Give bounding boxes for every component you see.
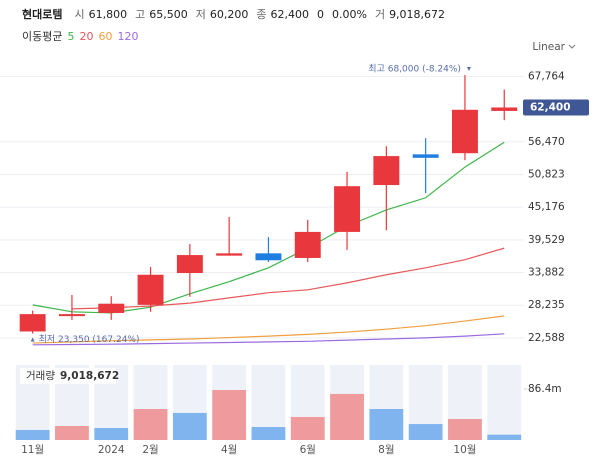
legend-entry: 60 <box>98 29 113 43</box>
x-tick-label: 11월 <box>21 444 44 456</box>
volume-bar <box>94 428 129 440</box>
volume-bar <box>251 427 286 440</box>
dropdown-icon <box>568 44 576 49</box>
candle-body <box>19 314 46 332</box>
y-tick-label: 22,588 <box>528 332 565 344</box>
x-tick-label: 2월 <box>142 444 158 456</box>
stock-name: 현대로템 <box>22 8 63 21</box>
volume-tick-label: 86.4m <box>528 383 562 395</box>
quote-value: 60,200 <box>209 7 249 21</box>
candle-body <box>373 156 400 186</box>
volume-title-bg <box>20 368 116 384</box>
quote-key: 시 <box>74 8 85 21</box>
quote-key: 고 <box>135 8 146 21</box>
volume-bar <box>290 416 325 440</box>
legend-entry: 20 <box>79 29 94 43</box>
ma-line <box>32 333 505 346</box>
scale-mode[interactable]: Linear <box>532 41 565 53</box>
candle-body <box>58 314 85 317</box>
legend-entry: 120 <box>117 29 139 43</box>
x-tick-label: 2024 <box>98 444 125 456</box>
price-tag-label: 62,400 <box>530 101 571 113</box>
volume-total: 9,018,672 <box>60 370 119 382</box>
volume-bar <box>133 408 168 440</box>
x-tick-label: 10월 <box>453 444 476 456</box>
candle-body <box>216 253 243 256</box>
ma-legend: 이동평균 5 20 60 120 <box>22 28 138 44</box>
candle-body <box>412 154 439 158</box>
volume-bar <box>408 424 443 440</box>
x-tick-label: 6월 <box>300 444 316 456</box>
candle-body <box>451 109 478 154</box>
y-tick-label: 50,823 <box>528 168 565 180</box>
x-tick-label: 4월 <box>221 444 237 456</box>
quote-value: 61,800 <box>88 7 128 21</box>
volume-bar <box>330 393 364 440</box>
change: 0 <box>316 7 324 21</box>
candle-body <box>334 186 361 232</box>
volume-bar <box>172 412 207 440</box>
ma-line <box>71 247 505 310</box>
y-tick-label: 56,470 <box>528 136 565 148</box>
volume-bar <box>55 426 89 440</box>
quote-value: 62,400 <box>270 7 309 21</box>
quote-key: 저 <box>195 8 206 21</box>
y-tick-label: 28,235 <box>528 299 565 311</box>
y-tick-label: 39,529 <box>528 234 565 246</box>
candle-body <box>491 107 518 111</box>
quote-header: 현대로템 시 61,800 고 65,500 저 60,200 종 62,400 0 0.00% 거… <box>22 6 449 22</box>
quote-value: 9,018,672 <box>389 7 446 21</box>
low-annotation: 최저 23,350 (167.24%) <box>39 334 140 345</box>
change-pct: 0.00% <box>331 7 367 21</box>
candle-body <box>137 274 164 305</box>
ma-line <box>32 315 505 344</box>
candle-body <box>176 255 203 274</box>
volume-bar <box>212 389 247 440</box>
volume-bar <box>487 434 522 440</box>
volume-title: 거래량 <box>26 370 55 382</box>
volume-bar <box>448 418 482 440</box>
candle-body <box>294 231 321 258</box>
price-tag <box>523 99 589 116</box>
high-annotation: 최고 68,000 (-8.24%) <box>368 64 461 75</box>
y-tick-label: 45,176 <box>528 201 565 213</box>
quote-key: 종 <box>256 8 267 21</box>
y-tick-label: 67,764 <box>528 70 565 82</box>
high-marker <box>466 67 471 72</box>
candle-body <box>255 253 282 261</box>
ma-line <box>32 141 505 314</box>
x-tick-label: 8월 <box>378 444 394 456</box>
ma-title: 이동평균 <box>22 30 63 43</box>
quote-value: 65,500 <box>149 7 188 21</box>
candle-body <box>98 303 125 313</box>
volume-bar <box>15 429 50 440</box>
legend-entry: 5 <box>67 29 75 43</box>
volume-lane <box>487 365 522 440</box>
volume-bar <box>369 408 404 440</box>
quote-key: 거 <box>374 8 386 21</box>
low-marker <box>30 337 35 342</box>
y-tick-label: 33,882 <box>528 267 565 279</box>
